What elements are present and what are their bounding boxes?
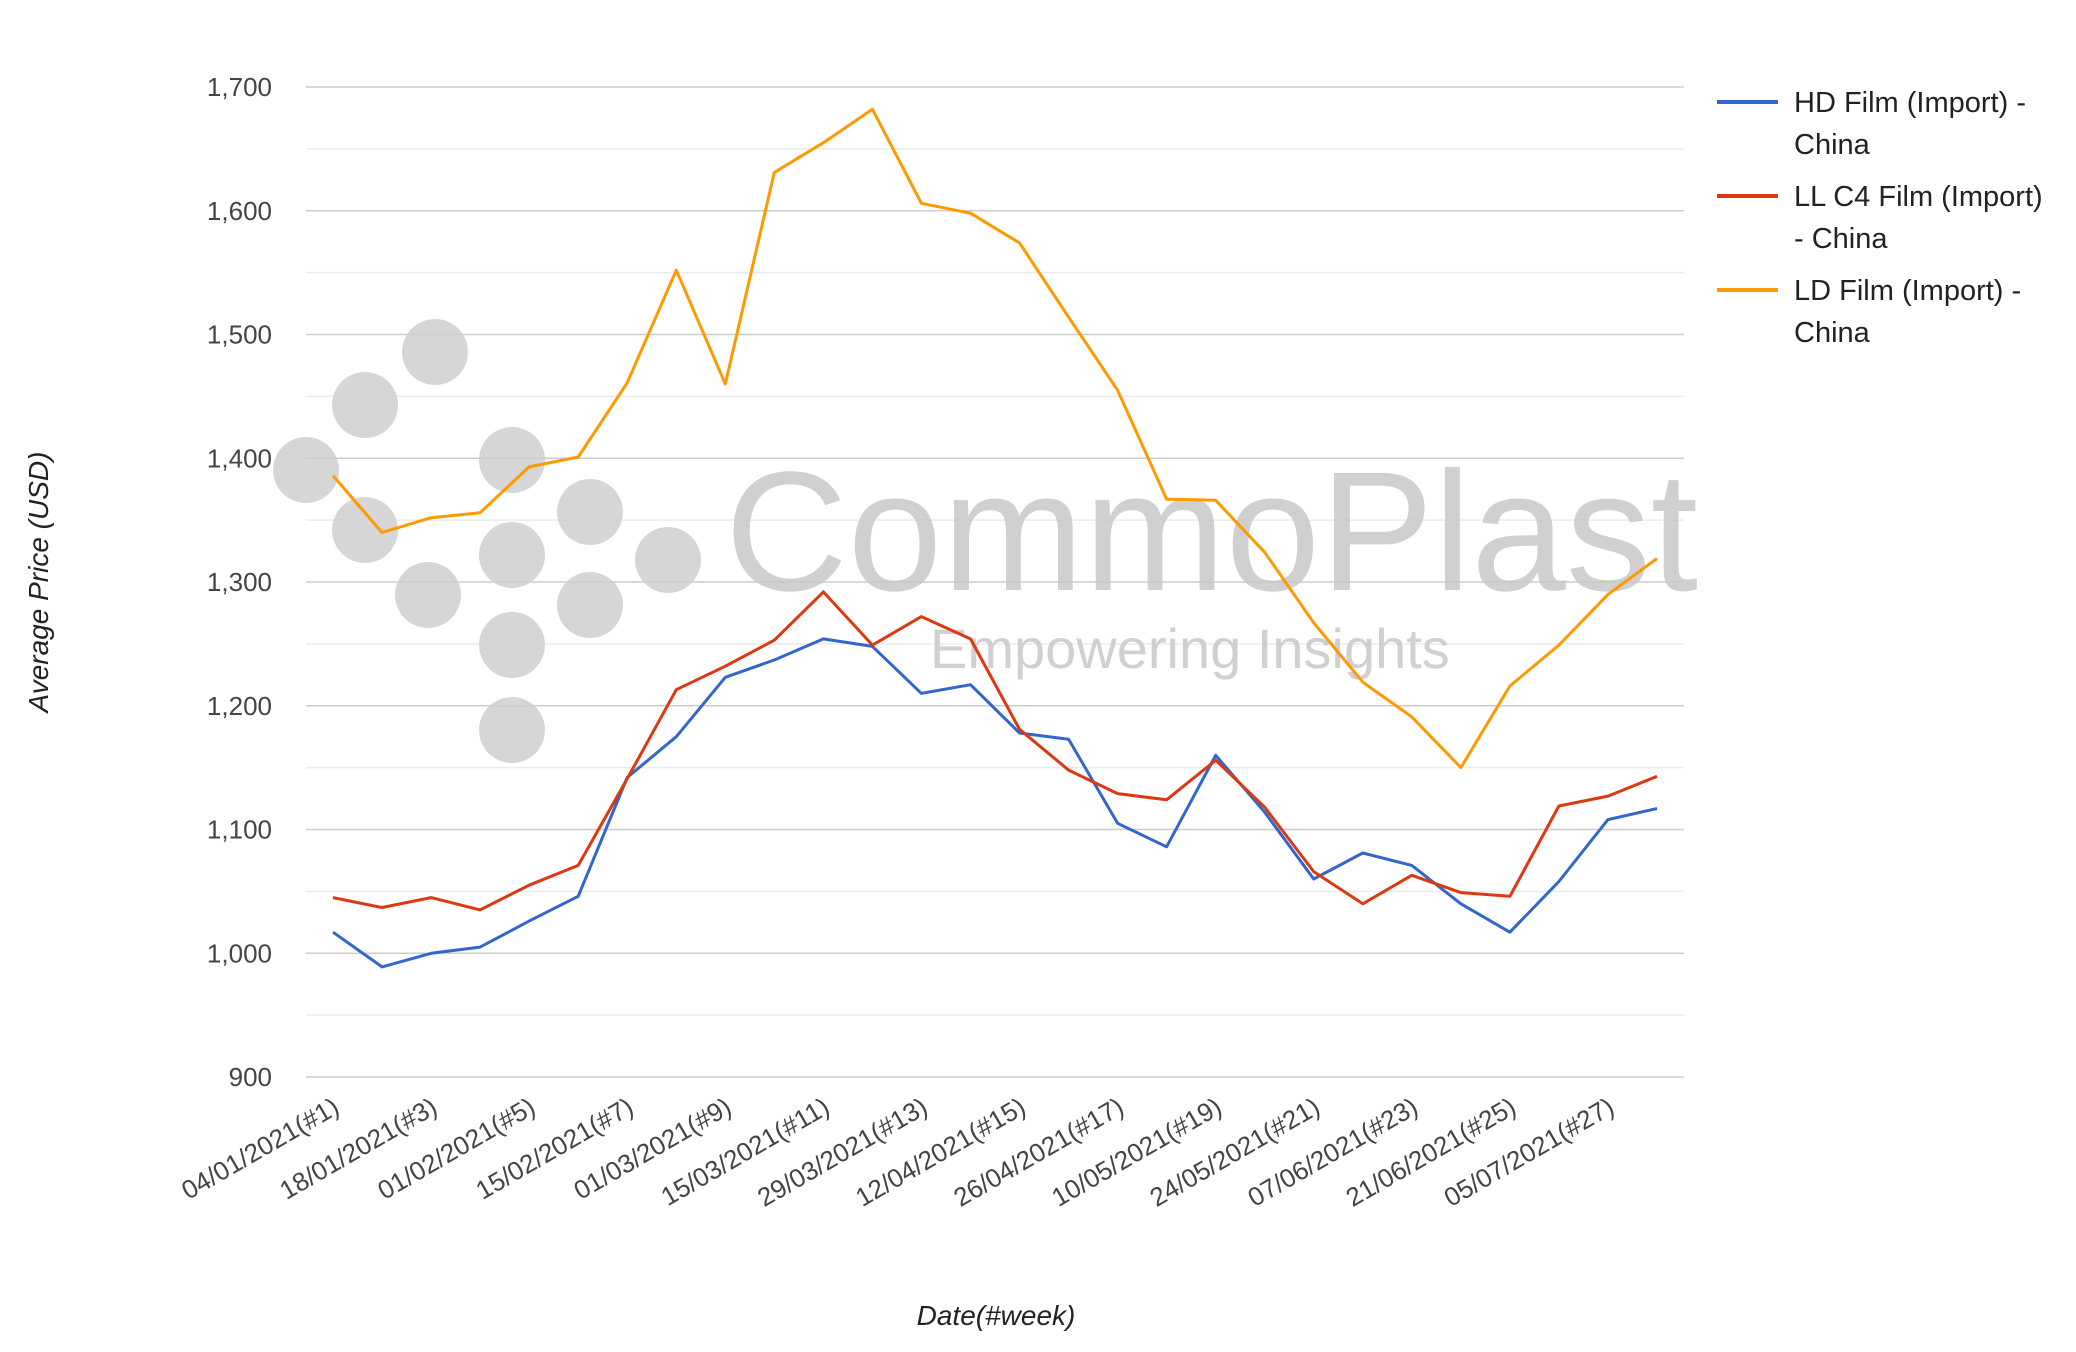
y-tick-label: 1,500 <box>207 320 272 350</box>
y-tick-label: 900 <box>229 1062 272 1092</box>
legend-item[interactable]: LL C4 Film (Import) - China <box>1717 181 2043 255</box>
logo-dot <box>557 479 623 545</box>
watermark-tagline: Empowering Insights <box>930 617 1450 680</box>
legend-label: China <box>1794 317 1871 349</box>
x-tick-label: 26/04/2021(#17) <box>948 1091 1128 1212</box>
x-tick-label: 05/07/2021(#27) <box>1439 1091 1619 1212</box>
logo-dot <box>332 497 398 563</box>
y-tick-label: 1,100 <box>207 815 272 845</box>
x-tick-label: 24/05/2021(#21) <box>1144 1091 1324 1212</box>
x-tick-label: 12/04/2021(#15) <box>850 1091 1030 1212</box>
logo-dot <box>332 372 398 438</box>
y-tick-label: 1,700 <box>207 72 272 102</box>
y-axis-title: Average Price (USD) <box>23 452 54 715</box>
series-line-ld-film-import-china <box>331 107 1658 770</box>
y-axis-ticks: 900 1,000 1,100 1,200 1,300 1,400 1,500 1,600 1,… <box>207 72 272 1092</box>
logo-dot <box>395 562 461 628</box>
x-tick-label: 29/03/2021(#13) <box>752 1091 932 1212</box>
logo-dot <box>557 572 623 638</box>
y-tick-label: 1,600 <box>207 196 272 226</box>
legend: HD Film (Import) - China LL C4 Film (Impor… <box>1717 87 2043 349</box>
logo-dot <box>479 612 545 678</box>
x-axis-title: Date(#week) <box>917 1300 1076 1331</box>
logo-dot <box>479 697 545 763</box>
legend-item[interactable]: HD Film (Import) - China <box>1717 87 2026 161</box>
x-tick-label: 07/06/2021(#23) <box>1243 1091 1423 1212</box>
logo-dot <box>479 427 545 493</box>
logo-dots <box>273 319 701 763</box>
series-line-hd-film-import-china <box>332 637 1658 969</box>
logo-dot <box>402 319 468 385</box>
series-line-ll-c4-film-import-china <box>332 590 1658 912</box>
logo-dot <box>479 522 545 588</box>
legend-label: - China <box>1794 223 1888 255</box>
y-tick-label: 1,000 <box>207 938 272 968</box>
x-tick-label: 15/03/2021(#11) <box>656 1091 835 1211</box>
x-tick-label: 10/05/2021(#19) <box>1046 1091 1226 1212</box>
series-lines <box>331 107 1658 969</box>
logo-dot <box>273 437 339 503</box>
x-tick-label: 21/06/2021(#25) <box>1341 1091 1521 1212</box>
y-tick-label: 1,200 <box>207 691 272 721</box>
y-tick-label: 1,300 <box>207 567 272 597</box>
legend-label: LL C4 Film (Import) <box>1794 181 2043 213</box>
legend-label: LD Film (Import) - <box>1794 275 2021 307</box>
legend-label: HD Film (Import) - <box>1794 87 2026 119</box>
y-tick-label: 1,400 <box>207 443 272 473</box>
x-axis-ticks: 04/01/2021(#1)18/01/2021(#3)01/02/2021(#… <box>176 1091 1619 1212</box>
legend-item[interactable]: LD Film (Import) - China <box>1717 275 2021 349</box>
watermark-brand: CommoPlast <box>725 437 1698 627</box>
commoplast-watermark-logo: CommoPlast Empowering Insights <box>273 319 1698 763</box>
legend-label: China <box>1794 129 1871 161</box>
logo-dot <box>635 527 701 593</box>
